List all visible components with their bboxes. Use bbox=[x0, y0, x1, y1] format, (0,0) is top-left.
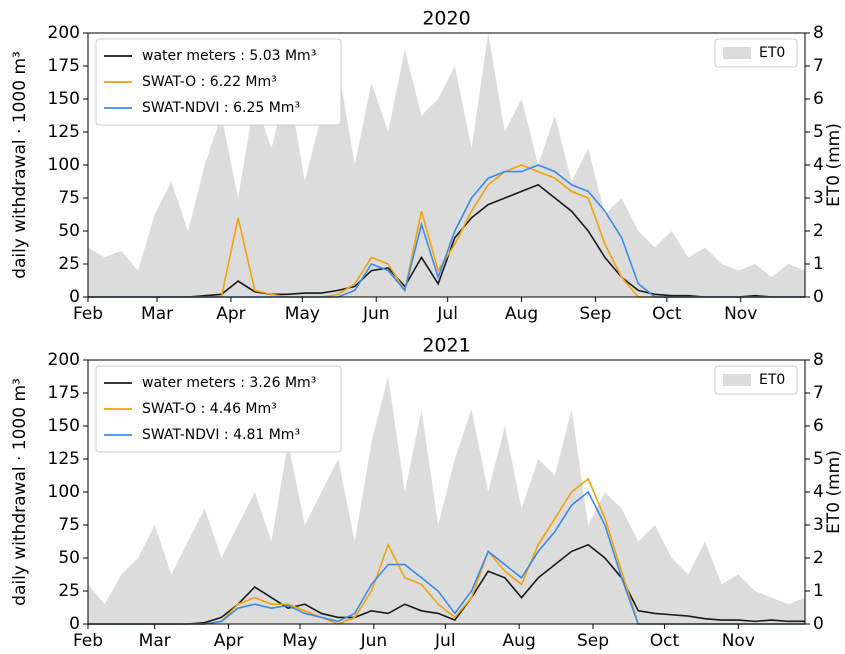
y-tick-label: 125 bbox=[48, 122, 80, 142]
y2-tick-label: 3 bbox=[813, 188, 824, 208]
x-tick-label: Apr bbox=[214, 631, 243, 650]
y2-tick-label: 4 bbox=[813, 155, 824, 175]
legend-box bbox=[95, 38, 342, 126]
y2-tick-label: 6 bbox=[813, 416, 824, 436]
legend-y2: ET0 bbox=[714, 365, 798, 395]
legend-y2: ET0 bbox=[714, 38, 798, 68]
legend-label: water meters : 3.26 Mm³ bbox=[142, 375, 316, 391]
x-tick-label: Oct bbox=[652, 304, 682, 324]
y-tick-label: 50 bbox=[58, 548, 80, 568]
panel-title: 2020 bbox=[422, 8, 470, 30]
y2-tick-label: 7 bbox=[813, 383, 824, 403]
y2-axis-label: ET0 (mm) bbox=[824, 450, 844, 534]
x-tick-label: Feb bbox=[73, 631, 103, 650]
panel-title: 2021 bbox=[422, 335, 470, 357]
y-tick-label: 125 bbox=[48, 449, 80, 469]
y-tick-label: 100 bbox=[48, 155, 80, 175]
legend: water meters : 5.03 Mm³ SWAT-O : 6.22 Mm³… bbox=[95, 38, 342, 126]
x-tick-label: Mar bbox=[139, 631, 171, 650]
x-tick-label: May bbox=[282, 631, 317, 650]
et0-area bbox=[88, 376, 805, 624]
y-tick-label: 100 bbox=[48, 482, 80, 502]
y2-tick-label: 2 bbox=[813, 221, 824, 241]
y-tick-label: 200 bbox=[48, 23, 80, 43]
x-tick-label: Nov bbox=[722, 631, 755, 650]
y2-tick-label: 4 bbox=[813, 482, 824, 502]
x-tick-label: Aug bbox=[503, 631, 536, 650]
legend-box bbox=[95, 365, 342, 453]
legend-label: SWAT-NDVI : 6.25 Mm³ bbox=[142, 100, 300, 116]
y-tick-label: 150 bbox=[48, 89, 80, 109]
x-tick-label: Jun bbox=[360, 631, 388, 650]
x-tick-label: Sep bbox=[577, 631, 609, 650]
x-tick-label: Feb bbox=[73, 304, 103, 324]
y-axis-label: daily withdrawal · 1000 m³ bbox=[10, 51, 30, 279]
legend-label: ET0 bbox=[759, 45, 785, 61]
y2-tick-label: 2 bbox=[813, 548, 824, 568]
y-tick-label: 75 bbox=[58, 515, 80, 535]
series-line bbox=[88, 543, 805, 625]
y-tick-label: 175 bbox=[48, 56, 80, 76]
y-tick-label: 50 bbox=[58, 221, 80, 241]
legend-box bbox=[714, 38, 798, 68]
y2-tick-label: 3 bbox=[813, 515, 824, 535]
y-tick-label: 25 bbox=[58, 254, 80, 274]
y-tick-label: 0 bbox=[69, 287, 80, 307]
y2-tick-label: 7 bbox=[813, 56, 824, 76]
x-tick-label: Oct bbox=[650, 631, 680, 650]
y2-tick-label: 1 bbox=[813, 581, 824, 601]
y-tick-label: 25 bbox=[58, 581, 80, 601]
y2-tick-label: 0 bbox=[813, 287, 824, 307]
y2-tick-label: 0 bbox=[813, 614, 824, 634]
legend-label: SWAT-O : 4.46 Mm³ bbox=[142, 401, 277, 417]
y2-axis-label: ET0 (mm) bbox=[824, 123, 844, 207]
y-tick-label: 0 bbox=[69, 614, 80, 634]
x-tick-label: Sep bbox=[579, 304, 611, 324]
y2-tick-label: 8 bbox=[813, 23, 824, 43]
x-tick-label: May bbox=[285, 304, 320, 324]
x-tick-label: Nov bbox=[724, 304, 757, 324]
y2-tick-label: 6 bbox=[813, 89, 824, 109]
x-tick-label: Mar bbox=[141, 304, 173, 324]
x-tick-label: Jul bbox=[434, 631, 456, 650]
x-tick-label: Aug bbox=[505, 304, 538, 324]
x-tick-label: Jun bbox=[362, 304, 390, 324]
y-tick-label: 75 bbox=[58, 188, 80, 208]
et0-area bbox=[88, 33, 805, 297]
y2-tick-label: 1 bbox=[813, 254, 824, 274]
legend-label: water meters : 5.03 Mm³ bbox=[142, 48, 316, 64]
y2-tick-label: 5 bbox=[813, 122, 824, 142]
legend-label: ET0 bbox=[759, 372, 785, 388]
legend-box bbox=[714, 365, 798, 395]
y-tick-label: 175 bbox=[48, 383, 80, 403]
y-tick-label: 200 bbox=[48, 350, 80, 370]
x-tick-label: Jul bbox=[436, 304, 458, 324]
legend-swatch bbox=[723, 47, 751, 59]
legend-label: SWAT-O : 6.22 Mm³ bbox=[142, 74, 277, 90]
legend-swatch bbox=[723, 374, 751, 386]
y2-tick-label: 8 bbox=[813, 350, 824, 370]
y-axis-label: daily withdrawal · 1000 m³ bbox=[10, 378, 30, 606]
y2-tick-label: 5 bbox=[813, 449, 824, 469]
series-line bbox=[88, 183, 805, 298]
legend-label: SWAT-NDVI : 4.81 Mm³ bbox=[142, 427, 300, 443]
legend: water meters : 3.26 Mm³ SWAT-O : 4.46 Mm³… bbox=[95, 365, 342, 453]
x-tick-label: Apr bbox=[216, 304, 245, 324]
y-tick-label: 150 bbox=[48, 416, 80, 436]
